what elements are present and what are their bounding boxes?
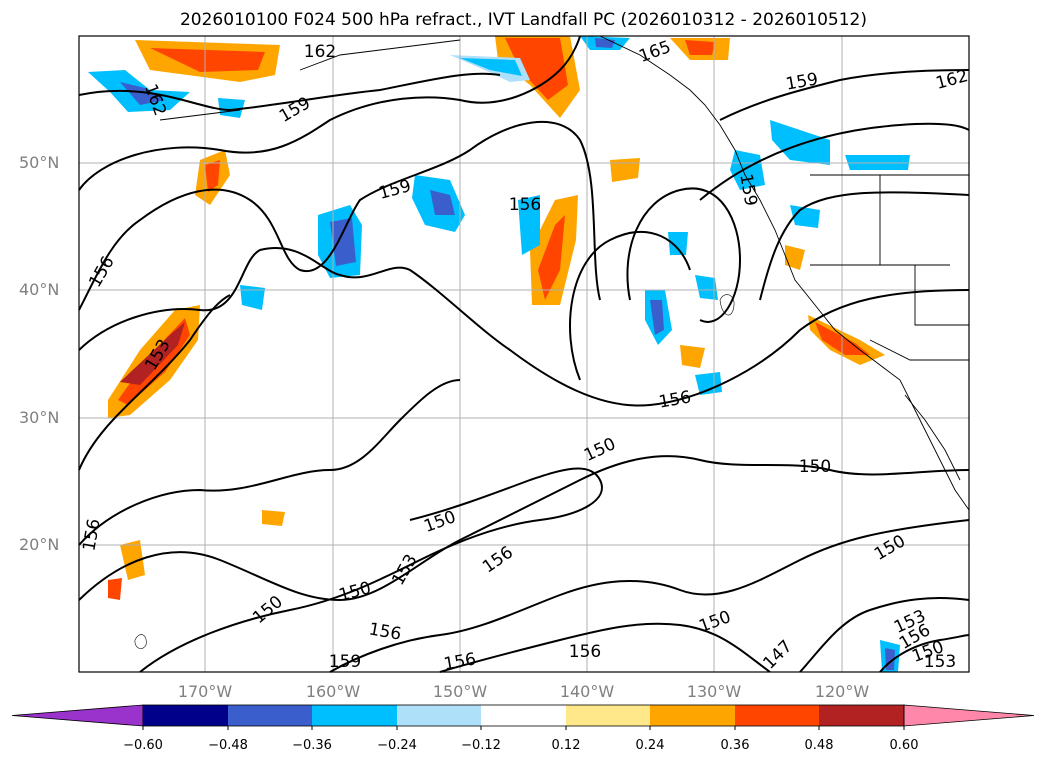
colorbar-segment [650,705,735,726]
contour-label: 153 [924,652,956,672]
colorbar-segment [228,705,312,726]
grid-lines [79,36,969,672]
lon-label: 130°W [686,682,742,701]
lon-label: 160°W [305,682,361,701]
colorbar [11,704,1035,730]
colorbar-tick-label: 0.24 [635,738,665,753]
lat-label: 30°N [19,408,60,427]
colorbar-segment [819,705,904,726]
colorbar-tick-label: 0.48 [804,738,834,753]
contour-label: 156 [569,642,601,662]
lon-label: 150°W [432,682,488,701]
colorbar-segment [481,705,566,726]
colorbar-extend-high [903,704,1035,727]
lat-label: 40°N [19,280,60,299]
coastlines [159,35,970,511]
map-title: 2026010100 F024 500 hPa refract., IVT La… [179,10,867,30]
lon-label: 170°W [177,682,233,701]
colorbar-tick-label: 0.60 [889,738,919,753]
lat-label: 20°N [19,535,60,554]
colorbar-segment [735,705,819,726]
colorbar-tick-label: −0.36 [292,738,332,753]
contour-label: 150 [799,457,831,477]
colorbar-tick-label: −0.60 [123,738,163,753]
contour-label: 162 [304,42,336,62]
colorbar-segment [397,705,481,726]
map-border [78,35,970,673]
lon-label: 120°W [814,682,870,701]
colorbar-extend-low [11,704,144,727]
colorbar-segment [143,705,228,726]
colorbar-segment [312,705,397,726]
colorbar-tick-label: 0.12 [551,738,581,753]
contour-label: 156 [509,195,541,215]
colorbar-tick-label: 0.36 [720,738,750,753]
height-contours [78,35,970,673]
colorbar-tick-label: −0.12 [461,738,501,753]
lon-label: 140°W [559,682,615,701]
contour-label: 159 [329,652,361,672]
lat-label: 50°N [19,153,60,172]
colorbar-segment [566,705,650,726]
colorbar-tick-label: −0.48 [208,738,248,753]
colorbar-outline [142,704,905,727]
colorbar-tick-label: −0.24 [377,738,417,753]
anomaly-patches [88,36,910,672]
